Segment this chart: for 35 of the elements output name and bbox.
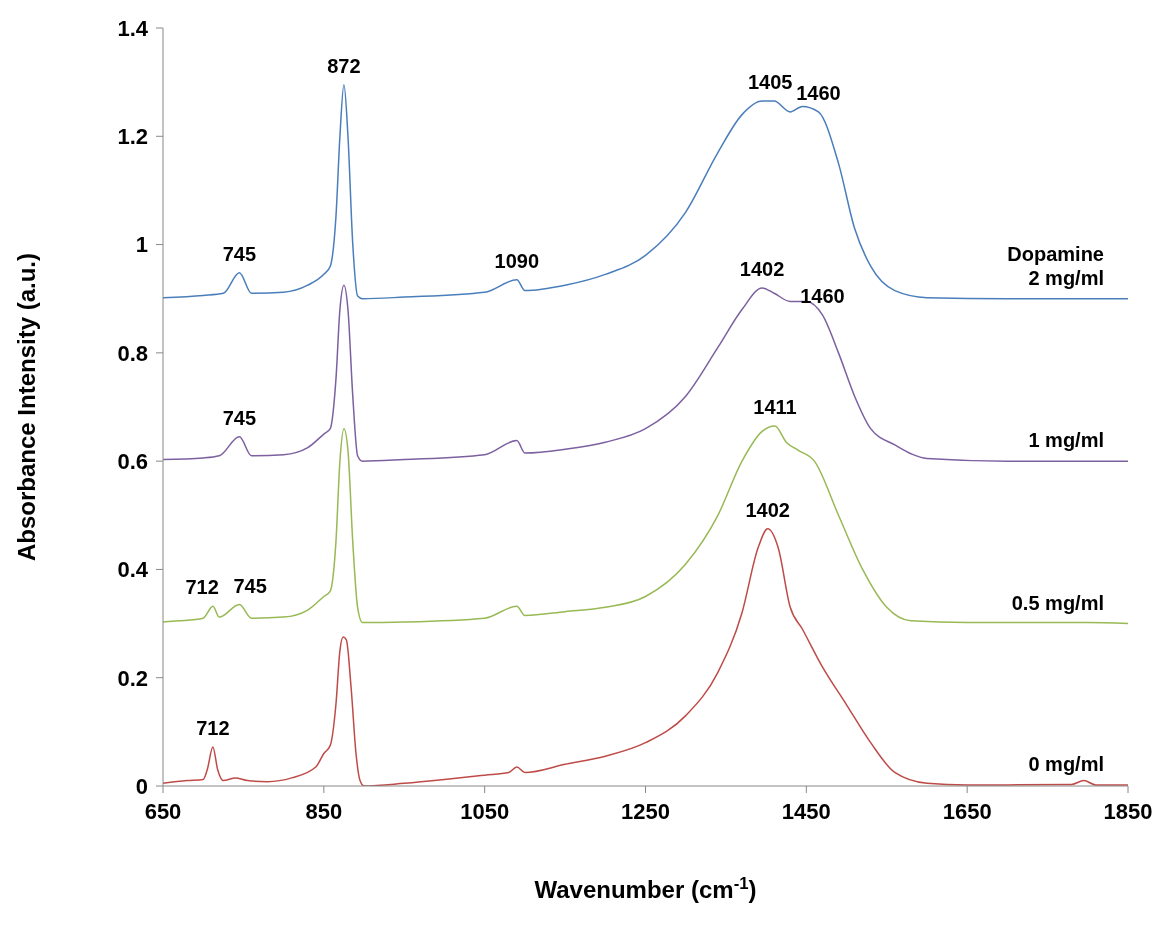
annotation: 712	[196, 717, 230, 740]
series-label: 0.5 mg/ml	[1011, 591, 1104, 614]
annotation: 1411	[753, 395, 797, 418]
annotation: 1460	[800, 284, 845, 307]
annotation: 712	[185, 576, 219, 599]
x-tick-label: 1450	[781, 798, 831, 824]
annotation: 1405	[747, 71, 793, 94]
line-series	[163, 425, 1128, 625]
y-axis-title: Absorbance Intensity (a.u.)	[12, 252, 40, 562]
x-axis-title: Wavenumber (cm$^{-1}$)	[534, 873, 757, 903]
x-tick-label: 1650	[942, 798, 992, 824]
y-tick-label: 0.4	[117, 557, 149, 583]
x-tick-label: 1050	[460, 798, 510, 824]
y-tick-label: 0.8	[117, 340, 148, 366]
annotation: 1402	[739, 257, 785, 280]
series-label: 0 mg/ml	[1028, 752, 1104, 775]
y-tick-label: 1	[135, 232, 148, 258]
y-tick-label: 1.2	[117, 124, 148, 150]
annotation: 745	[233, 574, 267, 597]
y-tick-label: 1.4	[117, 15, 149, 41]
y-tick-label: 0	[135, 773, 148, 799]
annotation: 745	[222, 242, 257, 265]
x-tick-label: 1250	[621, 798, 670, 824]
x-tick-label: 650	[144, 798, 182, 824]
x-tick-label: 850	[305, 798, 343, 824]
series-label: 1 mg/ml	[1028, 429, 1104, 452]
annotation: 1402	[745, 498, 790, 521]
annotation: 1460	[796, 81, 841, 104]
series-label: Dopamine 2 mg/ml	[1007, 242, 1104, 289]
y-tick-label: 0.6	[117, 448, 148, 474]
annotation: 1090	[494, 249, 540, 272]
x-tick-label: 1850	[1103, 798, 1153, 824]
annotation: 745	[222, 406, 257, 429]
y-tick-label: 0.2	[117, 665, 148, 691]
annotation: 872	[327, 54, 361, 77]
